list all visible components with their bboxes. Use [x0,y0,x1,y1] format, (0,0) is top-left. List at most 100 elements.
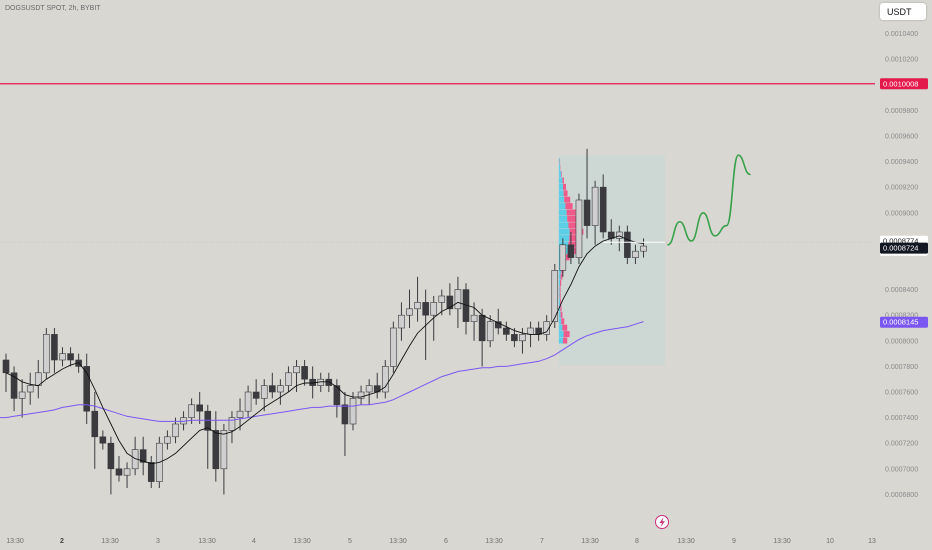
vp-buy-bar [558,183,564,190]
vp-sell-bar [560,305,562,312]
bear-candle [341,404,349,425]
bear-candle [624,231,631,258]
bull-candle [454,289,462,310]
time-tick-label: 5 [348,538,352,545]
vp-buy-bar [558,228,570,235]
price-tags: 0.00100080.000877440:290.00087240.000814… [880,78,928,328]
time-tick-label: 13:30 [101,538,119,545]
vp-sell-bar [561,318,565,325]
bull-candle [551,270,559,322]
vp-buy-bar [558,235,570,242]
vp-buy-bar [558,299,561,306]
time-tick-label: 10 [826,538,834,545]
bull-candle [285,372,292,386]
bull-candle [164,436,171,444]
vp-buy-bar [558,279,561,286]
vp-sell-bar [563,337,568,344]
price-tick-label: 0.0006800 [885,492,918,499]
price-tag-label: 0.0010008 [883,79,918,88]
price-tag [880,78,928,90]
time-tick-label: 13:30 [677,538,695,545]
time-tick-label: 13 [868,538,876,545]
bull-candle [543,321,550,335]
vp-buy-bar [558,222,569,229]
time-tick-label: 9 [732,538,736,545]
price-tick-label: 0.0007000 [885,466,918,473]
vp-sell-bar [560,273,563,280]
bear-candle [51,334,58,361]
vp-buy-bar [558,215,568,222]
price-tick-label: 0.0010400 [885,31,918,38]
price-tick-label: 0.0009600 [885,134,918,141]
vp-sell-bar [569,235,582,242]
vp-sell-bar [560,311,563,318]
time-axis[interactable]: 13:30 2 13:30 3 13:30 4 13:30 5 13:30 6 13:30 7 13:3… [6,538,876,545]
price-tag-label: 0.0008145 [883,318,918,327]
bear-candle [252,391,260,399]
time-tick-label: 2 [60,538,64,545]
moving-averages [0,235,644,465]
bear-candle [196,404,203,412]
bear-candle [99,436,107,444]
bear-candle [115,468,123,476]
vp-buy-bar [558,177,563,184]
time-tick-label: 8 [635,538,639,545]
bull-candle [26,385,34,393]
projection-path [667,154,751,246]
price-tick-label: 0.0010200 [885,57,918,64]
bull-candle [559,244,567,271]
bear-candle [147,462,155,482]
vp-buy-bar [558,318,562,325]
price-tick-label: 0.0009400 [885,159,918,166]
bull-candle [486,321,494,342]
bear-candle [2,359,10,374]
bear-candle [503,327,510,335]
time-tick-label: 13:30 [581,538,599,545]
bull-candle [18,391,26,399]
price-lines [0,83,875,246]
time-tick-label: 6 [444,538,448,545]
price-axis[interactable]: 0.0010400 0.0010200 0.0009800 0.0009600 0.00… [885,31,918,499]
bull-candle [260,385,268,399]
vp-sell-bar [568,222,582,229]
bull-candle [406,308,413,316]
price-tick-label: 0.0009200 [885,185,918,192]
bull-candle [277,385,284,393]
vp-buy-bar [558,190,564,197]
price-tick-label: 0.0008000 [885,338,918,345]
bull-candle [470,314,478,322]
time-tick-label: 13:30 [293,538,311,545]
vp-buy-bar [558,311,561,318]
bull-candle [616,231,623,239]
bear-candle [10,372,18,399]
vp-buy-bar [558,286,560,293]
time-tick-label: 13:30 [773,538,791,545]
bull-candle [527,327,534,335]
bull-candle [390,327,397,367]
price-tag-label: 0.0008724 [883,244,918,253]
vp-sell-bar [559,286,561,293]
vp-sell-bar [562,177,564,184]
bull-candle [365,385,373,393]
bear-candle [67,353,74,361]
price-tick-label: 0.0009800 [885,108,918,115]
price-tag [880,242,928,254]
bull-candle [236,410,244,418]
bull-candle [430,302,438,316]
price-tick-label: 0.0007600 [885,390,918,397]
bear-candle [204,410,212,431]
bull-candle [43,334,50,374]
vp-buy-bar [558,324,563,331]
bear-candle [583,199,591,226]
volume-profile [558,155,665,366]
bear-candle [478,314,486,342]
lightning-logo-icon[interactable] [655,515,669,529]
bull-candle [172,423,179,438]
vp-sell-bar [562,324,568,331]
bull-candle [188,404,195,418]
vp-sell-bar [567,215,579,222]
bear-candle [446,295,454,310]
currency-button[interactable]: USDT [880,3,926,20]
vp-buy-bar [558,158,560,165]
